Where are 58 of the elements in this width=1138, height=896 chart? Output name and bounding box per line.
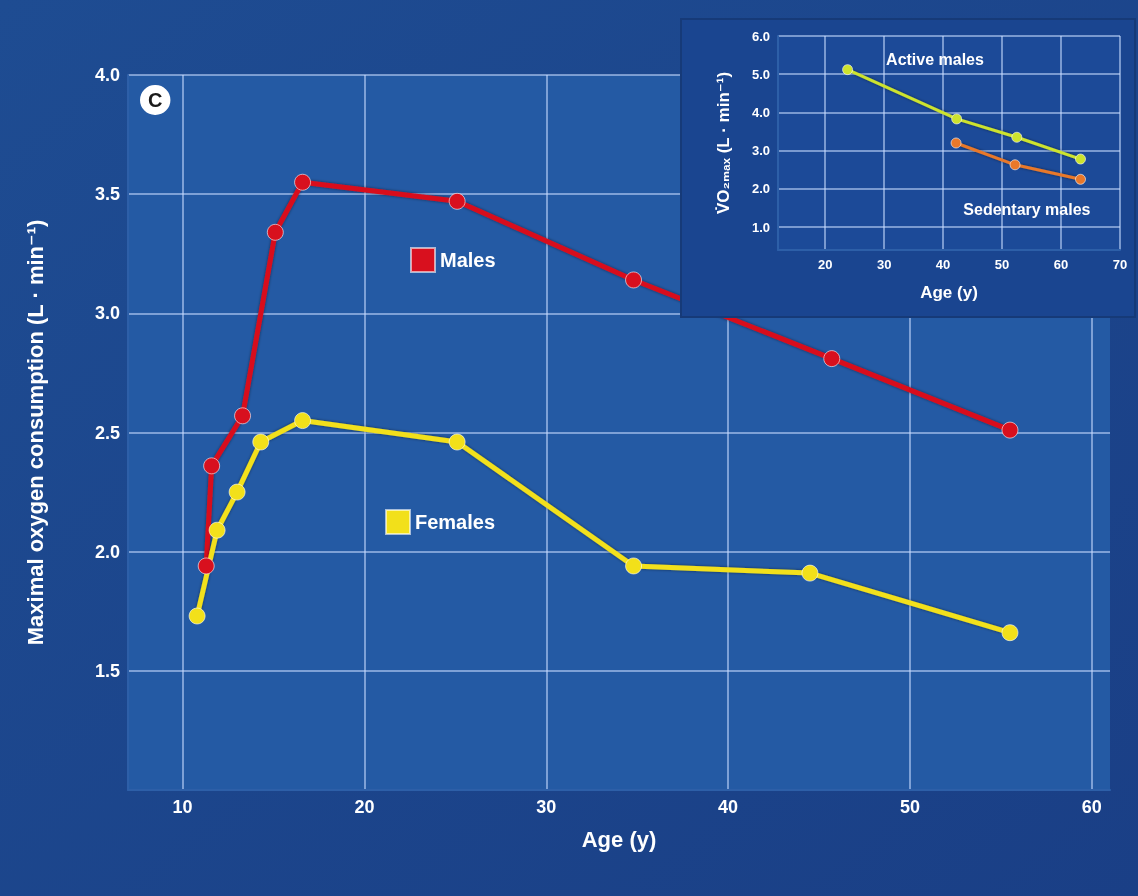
point xyxy=(234,407,252,425)
point xyxy=(197,557,215,575)
x-tick-label: 40 xyxy=(718,797,739,817)
y-tick-label: 3.0 xyxy=(94,303,120,324)
point xyxy=(842,64,854,76)
point xyxy=(448,433,466,451)
point xyxy=(823,350,841,368)
y-tick-label: 5.0 xyxy=(751,66,770,82)
x-tick-label: 50 xyxy=(899,797,920,817)
point xyxy=(801,564,819,582)
series-label: Sedentary males xyxy=(963,201,1091,219)
point xyxy=(294,412,312,430)
y-tick-label: 2.5 xyxy=(94,422,120,443)
y-tick-label: 1.5 xyxy=(94,660,120,681)
y-tick-label: 4.0 xyxy=(94,65,120,85)
point xyxy=(1001,624,1019,642)
x-tick-label: 20 xyxy=(817,257,833,272)
y-tick-label: 1.0 xyxy=(751,219,770,235)
point xyxy=(1075,173,1086,185)
y-tick-label: 4.0 xyxy=(751,104,770,120)
y-tick-label: 2.0 xyxy=(751,181,770,197)
point xyxy=(266,223,284,241)
x-axis-title: Age (y) xyxy=(920,283,978,302)
x-tick-label: 70 xyxy=(1112,257,1128,272)
y-tick-label: 6.0 xyxy=(751,28,770,44)
point xyxy=(203,457,221,475)
point xyxy=(625,271,643,289)
y-tick-label: 3.5 xyxy=(94,184,120,205)
x-tick-label: 60 xyxy=(1053,257,1069,272)
point xyxy=(228,483,246,501)
point xyxy=(625,557,643,575)
text: C xyxy=(148,89,163,111)
x-tick-label: 10 xyxy=(172,797,193,817)
y-tick-label: 3.0 xyxy=(751,143,770,159)
point xyxy=(294,173,312,191)
x-tick-label: 30 xyxy=(536,797,557,817)
x-tick-label: 40 xyxy=(935,257,951,272)
series-label: Active males xyxy=(886,51,985,69)
point xyxy=(951,113,963,125)
point xyxy=(950,137,962,149)
point xyxy=(1011,131,1023,143)
point xyxy=(1009,159,1021,171)
legend-label: Females xyxy=(415,511,496,533)
y-axis-title: V̇O₂ₘₐₓ (L · min⁻¹) xyxy=(714,71,733,215)
point xyxy=(252,433,270,451)
x-tick-label: 50 xyxy=(994,257,1010,272)
point xyxy=(1001,421,1019,439)
point xyxy=(188,607,206,625)
legend-label: Males xyxy=(440,249,496,271)
y-tick-label: 2.0 xyxy=(94,541,120,562)
x-axis-title: Age (y) xyxy=(581,826,657,852)
x-tick-label: 60 xyxy=(1081,797,1102,817)
x-tick-label: 30 xyxy=(876,257,892,272)
point xyxy=(208,521,226,539)
point xyxy=(1075,153,1086,165)
x-tick-label: 20 xyxy=(354,797,375,817)
y-axis-title: Maximal oxygen consumption (L · min⁻¹) xyxy=(22,219,48,646)
point xyxy=(448,192,466,210)
